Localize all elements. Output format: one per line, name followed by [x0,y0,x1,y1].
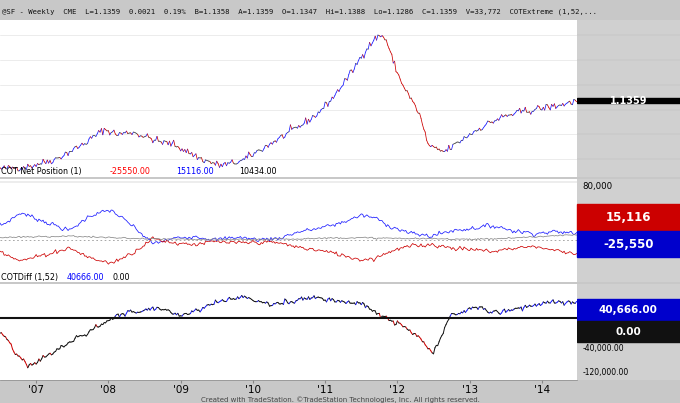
Bar [577,321,680,342]
Text: -25,550: -25,550 [603,237,653,251]
Text: -25550.00: -25550.00 [109,168,150,177]
Text: -120,000.00: -120,000.00 [583,368,629,377]
Bar [577,231,680,257]
Text: -40,000.00: -40,000.00 [583,344,624,353]
Bar [577,299,680,320]
Text: 15116.00: 15116.00 [176,168,214,177]
Text: Created with TradeStation. ©TradeStation Technologies, Inc. All rights reserved.: Created with TradeStation. ©TradeStation… [201,397,479,403]
Bar [577,98,680,104]
Bar [577,204,680,230]
Text: COT Net Position (1): COT Net Position (1) [1,168,81,177]
Text: 15,116: 15,116 [606,211,651,224]
Text: 0.00: 0.00 [615,327,641,337]
Text: 40666.00: 40666.00 [67,273,104,282]
Text: COTDiff (1,52): COTDiff (1,52) [1,273,58,282]
Text: @SF - Weekly  CME  L=1.1359  0.0021  0.19%  B=1.1358  A=1.1359  O=1.1347  Hi=1.1: @SF - Weekly CME L=1.1359 0.0021 0.19% B… [2,9,597,15]
Text: 10434.00: 10434.00 [239,168,277,177]
Text: 40,666.00: 40,666.00 [599,305,658,315]
Text: 80,000: 80,000 [583,182,613,191]
Text: 0.00: 0.00 [112,273,130,282]
Text: 1.1359: 1.1359 [609,96,647,106]
